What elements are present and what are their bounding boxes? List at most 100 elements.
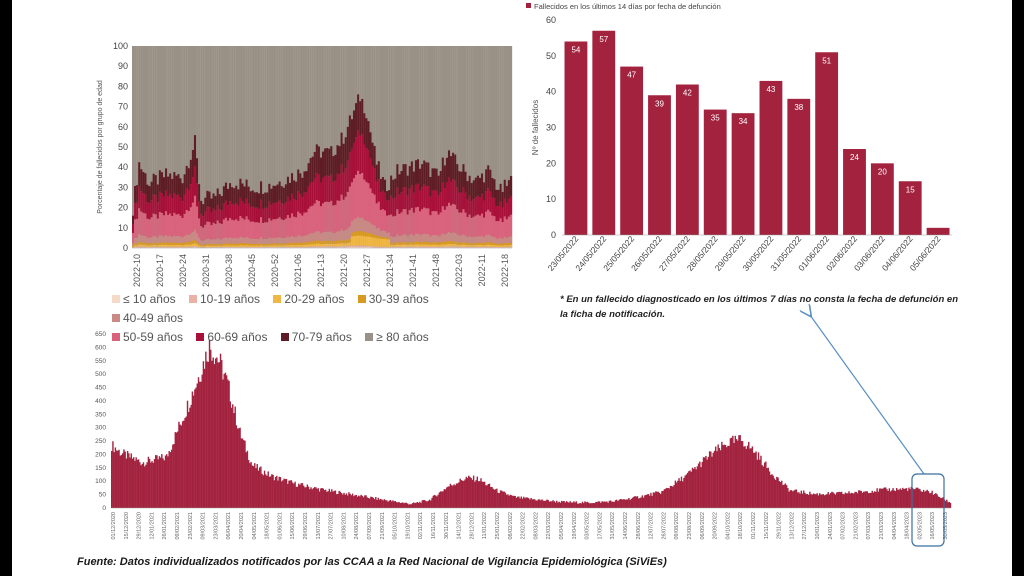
bar [900, 489, 903, 508]
bar-segment-40-49 [425, 234, 428, 242]
bar-segment-60-69 [154, 195, 157, 215]
bar-segment-40-49 [406, 236, 409, 243]
bar [767, 467, 770, 508]
bar [897, 489, 899, 508]
bar [178, 421, 180, 508]
bar-segment-60-69 [169, 194, 172, 214]
bar-segment-20-29 [222, 245, 226, 247]
bar-segment-30-39 [268, 243, 271, 246]
bar-segment-50-59 [396, 209, 399, 235]
bar-segment-60-69 [454, 180, 457, 205]
x-tick-label: 01/12/2020 [111, 512, 117, 540]
bar-segment-20-29 [241, 245, 244, 247]
bar-segment-60-69 [173, 193, 176, 213]
bar-segment-50-59 [412, 212, 416, 236]
bar [235, 425, 238, 508]
bar [711, 456, 713, 508]
bar-segment-ge80 [293, 46, 296, 248]
bar-segment-70-79 [456, 164, 459, 188]
bar-segment-70-79 [322, 151, 325, 179]
bar-segment-40-49 [429, 236, 432, 243]
bar-segment-40-49 [326, 231, 329, 241]
bar-segment-ge80 [257, 46, 261, 248]
bar-segment-ge80 [167, 46, 170, 248]
bar-segment-70-79 [332, 156, 335, 182]
bar-segment-70-79 [489, 169, 492, 192]
bar [383, 499, 386, 508]
bar [881, 488, 883, 508]
bar-segment-10-19 [165, 246, 168, 248]
bar [833, 493, 836, 508]
bar-segment-10-19 [437, 246, 440, 248]
x-tick-label: 2022-10 [132, 254, 142, 287]
bar-segment-40-49 [262, 239, 265, 245]
bar [282, 480, 284, 508]
bar-segment-50-59 [443, 209, 447, 235]
bar-segment-10-19 [144, 246, 147, 248]
bar-segment-40-49 [369, 223, 372, 234]
bar-segment-10-19 [462, 246, 465, 248]
bar [589, 503, 591, 508]
bar-segment-20-29 [148, 245, 151, 247]
bar-segment-ge80 [210, 46, 213, 248]
bar-segment-20-29 [390, 244, 393, 247]
bar-segment-20-29 [487, 244, 490, 247]
bar-segment-ge80 [398, 46, 401, 248]
bar-segment-30-39 [503, 243, 506, 246]
bar [266, 475, 268, 508]
bar-segment-30-39 [212, 244, 215, 246]
bar [916, 487, 919, 508]
bar-segment-50-59 [505, 219, 509, 238]
bar-segment-70-79 [406, 175, 409, 196]
bar-segment-70-79 [165, 168, 168, 191]
bar [453, 484, 455, 508]
bar-segment-70-79 [474, 177, 478, 198]
bar-segment-20-29 [429, 244, 432, 247]
bar-segment-30-39 [462, 241, 465, 245]
bar-segment-20-29 [276, 245, 279, 247]
bar-segment-ge80 [483, 46, 486, 248]
bar-segment-50-59 [177, 213, 180, 236]
bar-segment-30-39 [406, 242, 409, 245]
bar [346, 495, 349, 508]
bar [133, 457, 135, 508]
bar-segment-30-39 [342, 240, 345, 244]
bar [765, 461, 767, 508]
bar [159, 457, 162, 508]
bar-segment-60-69 [359, 135, 362, 174]
bar [444, 489, 447, 508]
bar-segment-ge80 [427, 46, 430, 248]
bar [192, 395, 195, 508]
bar-segment-ge80 [200, 46, 203, 248]
bar-segment-10-19 [167, 246, 170, 248]
bar-segment-70-79 [379, 179, 383, 193]
bar-segment-40-49 [439, 235, 442, 243]
bar [570, 502, 573, 508]
bar-segment-40-49 [398, 235, 401, 243]
bar [652, 492, 655, 508]
bar-segment-70-79 [140, 169, 143, 192]
bar [140, 465, 142, 508]
bar-segment-70-79 [427, 162, 430, 187]
bar [815, 494, 817, 508]
bar [590, 503, 592, 508]
x-tick-label: 23/02/2021 [188, 512, 194, 540]
bar-segment-10-19 [303, 246, 306, 248]
bar-segment-70-79 [328, 148, 331, 177]
bar-segment-40-49 [214, 239, 217, 245]
bar-segment-30-39 [233, 243, 236, 246]
bar-segment-60-69 [295, 200, 298, 218]
bar-segment-60-69 [202, 216, 205, 228]
bar-segment-ge80 [495, 46, 498, 248]
bar-segment-40-49 [220, 239, 224, 245]
bar-segment-20-29 [313, 243, 316, 247]
bar-segment-30-39 [262, 244, 265, 246]
bar-segment-30-39 [478, 242, 482, 245]
bar-segment-30-39 [196, 241, 199, 245]
bar-segment-10-19 [282, 246, 285, 248]
bar-segment-50-59 [138, 208, 141, 235]
bar-segment-70-79 [352, 110, 356, 143]
bar-segment-30-39 [367, 232, 370, 237]
bar-segment-70-79 [392, 179, 395, 199]
bar-segment-le10 [435, 247, 438, 248]
